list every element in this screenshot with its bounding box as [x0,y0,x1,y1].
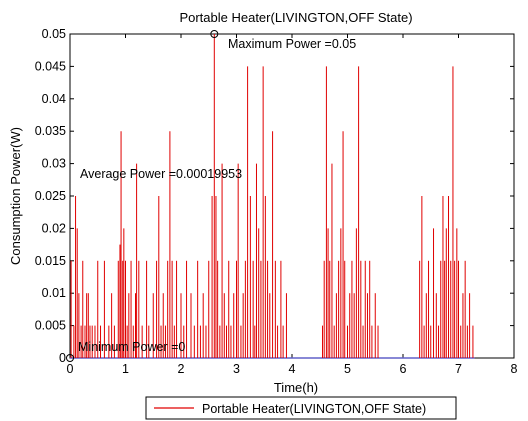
x-tick-label: 4 [289,362,296,376]
x-tick-label: 1 [122,362,129,376]
y-tick-label: 0 [59,351,66,365]
x-tick-label: 3 [233,362,240,376]
chart-title: Portable Heater(LIVINGTON,OFF State) [179,10,412,25]
legend-label: Portable Heater(LIVINGTON,OFF State) [202,402,426,416]
x-tick-label: 5 [344,362,351,376]
min-annotation: Minimum Power =0 [78,340,185,354]
x-tick-label: 0 [67,362,74,376]
y-tick-label: 0.025 [35,189,66,203]
y-tick-label: 0.015 [35,254,66,268]
legend-box [145,396,457,420]
marker-point [210,30,219,38]
marker-point [66,354,74,362]
x-tick-label: 8 [511,362,518,376]
y-axis-ticks: 0 0.005 0.01 0.015 0.02 0.025 0.03 0.035 0.04 0.0… [35,27,514,365]
x-tick-label: 6 [400,362,407,376]
y-tick-label: 0.02 [42,221,66,235]
markers [66,30,219,362]
y-tick-label: 0.04 [42,92,66,106]
plot-area [69,33,515,359]
y-axis-label: Consumption Power(W) [8,127,23,265]
x-tick-label: 2 [178,362,185,376]
y-tick-label: 0.035 [35,124,66,138]
series-lines [70,34,475,359]
y-tick-label: 0.03 [42,157,66,171]
x-axis-label: Time(h) [274,380,318,395]
y-tick-label: 0.05 [42,27,66,41]
max-annotation: Maximum Power =0.05 [228,37,356,51]
x-tick-label: 7 [455,362,462,376]
y-tick-label: 0.005 [35,319,66,333]
y-tick-label: 0.045 [35,59,66,73]
avg-annotation: Average Power =0.00019953 [80,167,242,181]
legend: Portable Heater(LIVINGTON,OFF State) [145,396,457,420]
y-tick-label: 0.01 [42,286,66,300]
